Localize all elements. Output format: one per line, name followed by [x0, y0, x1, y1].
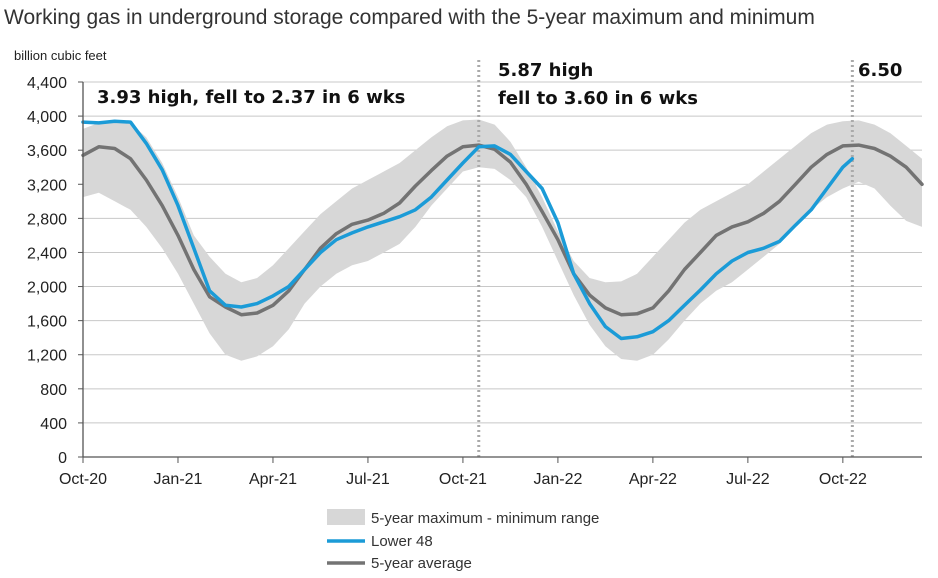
x-tick-label: Oct-21 [439, 471, 487, 488]
y-tick-labels: 0 400 800 1,200 1,600 2,000 2,400 2,800 3,200 3,6… [27, 75, 67, 467]
annotation-text: 5.87 high [498, 60, 593, 81]
y-tick-label: 4,000 [27, 109, 67, 126]
range-band-area [83, 119, 922, 361]
y-tick-label: 400 [40, 416, 67, 433]
legend: 5-year maximum - minimum range Lower 48 5-… [327, 509, 599, 572]
legend-label-lower48: Lower 48 [371, 533, 433, 550]
chart-title: Working gas in underground storage compa… [4, 6, 815, 29]
lower48-line [81, 119, 855, 341]
y-tick-label: 3,600 [27, 143, 67, 160]
series-lines [81, 119, 924, 341]
legend-label-range: 5-year maximum - minimum range [371, 510, 599, 527]
avg-line [81, 143, 924, 317]
x-tick-label: Jan-21 [154, 471, 203, 488]
y-tick-label: 2,000 [27, 280, 67, 297]
y-axis-label: billion cubic feet [14, 48, 107, 63]
annotation-text: 6.50 [858, 60, 902, 81]
annotations: 3.93 high, fell to 2.37 in 6 wks 5.87 hig… [97, 60, 902, 109]
y-tick-label: 2,400 [27, 245, 67, 262]
annotation-text: fell to 3.60 in 6 wks [498, 88, 698, 109]
y-tick-label: 2,800 [27, 211, 67, 228]
y-tick-label: 800 [40, 382, 67, 399]
gridlines [83, 81, 922, 424]
y-tick-label: 3,200 [27, 177, 67, 194]
x-tick-label: Jul-22 [726, 471, 770, 488]
x-tick-label: Jul-21 [346, 471, 390, 488]
annotation-text: 3.93 high, fell to 2.37 in 6 wks [97, 87, 405, 108]
y-tick-label: 4,400 [27, 75, 67, 92]
axes [78, 81, 922, 463]
y-tick-label: 1,200 [27, 348, 67, 365]
x-tick-label: Jan-22 [533, 471, 582, 488]
y-tick-label: 0 [58, 450, 67, 467]
legend-swatch-range [327, 509, 365, 525]
x-tick-labels: Oct-20 Jan-21 Apr-21 Jul-21 Oct-21 Jan-22 Apr-… [59, 471, 867, 488]
x-tick-label: Oct-20 [59, 471, 107, 488]
vertical-markers [477, 60, 854, 457]
legend-label-avg: 5-year average [371, 555, 472, 572]
x-tick-label: Oct-22 [819, 471, 867, 488]
range-band [83, 119, 922, 361]
x-tick-label: Apr-22 [629, 471, 677, 488]
x-tick-label: Apr-21 [249, 471, 297, 488]
y-tick-label: 1,600 [27, 314, 67, 331]
